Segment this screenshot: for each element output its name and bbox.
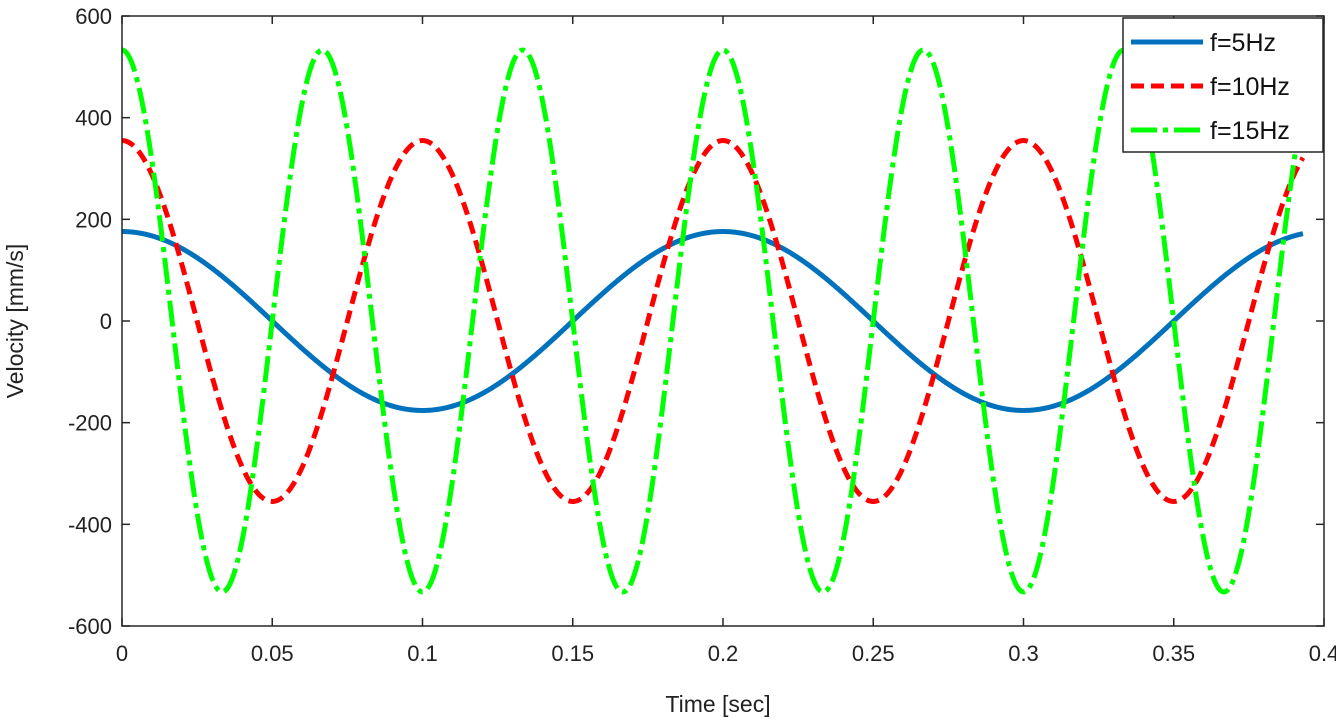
- x-tick-label: 0.4: [1309, 641, 1336, 666]
- y-tick-label: 200: [75, 207, 112, 232]
- x-tick-label: 0.1: [407, 641, 438, 666]
- y-tick-label: 600: [75, 4, 112, 29]
- x-axis-label: Time [sec]: [665, 691, 770, 717]
- y-axis-label: Velocity [mm/s]: [2, 244, 28, 399]
- y-tick-label: 0: [100, 309, 112, 334]
- y-tick-label: 400: [75, 106, 112, 131]
- legend: f=5Hz f=10Hz f=15Hz: [1122, 17, 1324, 153]
- y-tick-label: -600: [68, 614, 112, 639]
- y-tick-label: -200: [68, 411, 112, 436]
- x-tick-label: 0.35: [1152, 641, 1195, 666]
- x-tick-label: 0.15: [551, 641, 594, 666]
- legend-label: f=15Hz: [1210, 117, 1290, 145]
- y-tick-label: -400: [68, 512, 112, 537]
- x-tick-label: 0.25: [852, 641, 895, 666]
- legend-label: f=10Hz: [1210, 73, 1290, 101]
- series-line-f-10hz: [120, 138, 1306, 504]
- x-tick-label: 0.2: [708, 641, 739, 666]
- x-tick-label: 0: [116, 641, 128, 666]
- x-tick-label: 0.05: [251, 641, 294, 666]
- ticks-layer: 0 0.05 0.1 0.15 0.2 0.25 0.3 0.35 0.46004002000-…: [68, 4, 1336, 666]
- series-layer: [120, 47, 1306, 595]
- legend-label: f=5Hz: [1210, 29, 1276, 57]
- series-line-f-5hz: [120, 229, 1305, 413]
- series-line-f-15hz: [120, 47, 1306, 595]
- x-tick-label: 0.3: [1008, 641, 1039, 666]
